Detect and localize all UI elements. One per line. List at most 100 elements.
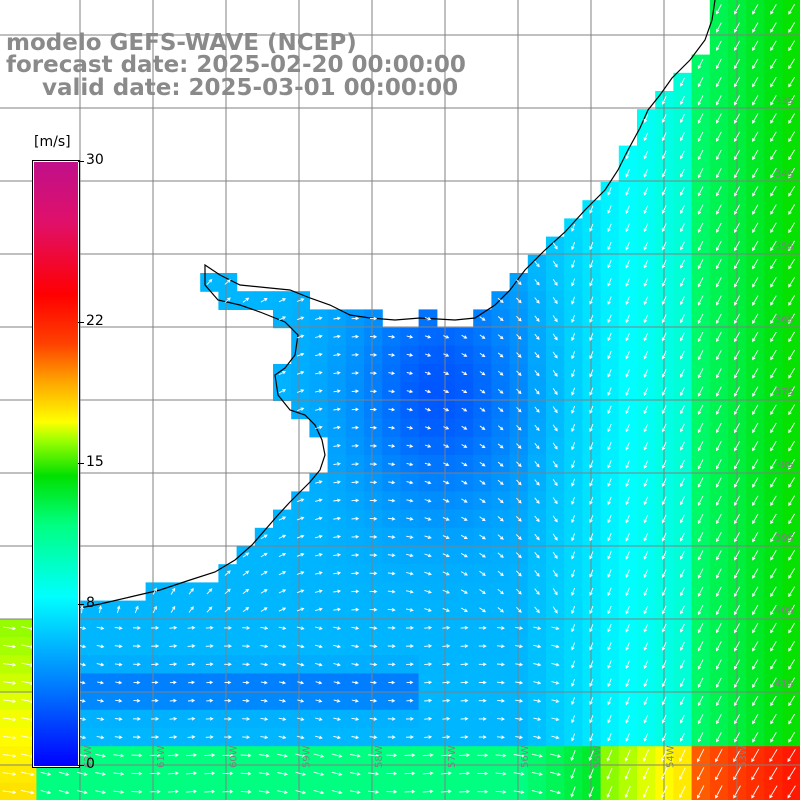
wind-arrow	[495, 753, 507, 758]
wind-arrow	[787, 749, 796, 763]
wind-arrow	[660, 749, 668, 762]
wind-arrow	[315, 516, 323, 521]
wind-arrow	[351, 462, 360, 466]
wind-arrow	[424, 462, 432, 467]
wind-arrow	[679, 441, 685, 451]
wind-arrow	[58, 771, 70, 776]
wind-arrow	[552, 406, 558, 414]
wind-arrow	[589, 514, 594, 524]
wind-arrow	[752, 568, 759, 579]
wind-arrow	[625, 296, 630, 305]
wind-arrow	[515, 515, 522, 522]
wind-arrow	[770, 586, 777, 597]
wind-arrow	[497, 334, 504, 340]
wind-arrow	[424, 571, 432, 576]
wind-arrow	[589, 278, 594, 287]
wind-arrow	[752, 513, 759, 525]
wind-arrow	[661, 132, 667, 142]
longitude-label: 61W	[156, 745, 167, 768]
wind-arrow	[770, 95, 777, 106]
wind-arrow	[697, 568, 704, 579]
wind-arrow	[479, 534, 486, 540]
wind-arrow	[697, 186, 704, 197]
wind-arrow	[715, 113, 722, 124]
wind-arrow	[534, 388, 540, 395]
wind-arrow	[242, 662, 251, 667]
wind-arrow	[625, 168, 630, 178]
wind-arrow	[187, 662, 196, 667]
wind-arrow	[224, 662, 232, 667]
wind-arrow	[643, 532, 649, 542]
wind-arrow	[406, 407, 414, 412]
wind-arrow	[424, 716, 433, 721]
latitude-label: 40S	[775, 606, 794, 617]
wind-arrow	[752, 732, 759, 743]
wind-arrow	[369, 698, 378, 703]
wind-arrow	[443, 462, 450, 466]
wind-arrow	[387, 535, 396, 539]
wind-arrow	[134, 605, 139, 614]
wind-arrow	[387, 644, 396, 648]
wind-arrow	[788, 604, 795, 616]
wind-arrow	[424, 316, 432, 321]
wind-arrow	[770, 149, 777, 161]
wind-arrow	[552, 260, 558, 268]
wind-arrow	[607, 241, 612, 251]
wind-arrow	[715, 477, 722, 488]
longitude-label: 57W	[447, 745, 458, 768]
wind-arrow	[752, 368, 759, 379]
wind-arrow	[151, 735, 160, 739]
wind-arrow	[752, 440, 759, 452]
wind-arrow	[443, 426, 450, 430]
wind-arrow	[643, 296, 649, 305]
wind-arrow	[515, 699, 524, 703]
wind-arrow	[315, 662, 323, 667]
wind-arrow	[697, 368, 704, 379]
wind-arrow	[552, 569, 558, 578]
wind-arrow	[406, 571, 414, 576]
wind-arrow	[349, 753, 361, 758]
wind-arrow	[297, 680, 305, 685]
wind-arrow	[116, 605, 121, 614]
wind-arrow	[788, 95, 795, 106]
wind-arrow	[752, 76, 759, 88]
wind-arrow	[788, 204, 795, 215]
wind-arrow	[40, 771, 52, 776]
wind-arrow	[552, 588, 558, 596]
wind-arrow	[406, 498, 414, 503]
wind-arrow	[296, 371, 305, 375]
wind-arrow	[788, 349, 795, 361]
wind-arrow	[533, 644, 542, 649]
wind-arrow	[752, 204, 759, 215]
wind-arrow	[131, 771, 143, 776]
wind-arrow	[552, 533, 558, 541]
wind-arrow	[625, 405, 630, 415]
wind-arrow	[333, 717, 342, 721]
wind-arrow	[570, 768, 576, 780]
wind-arrow	[571, 478, 576, 487]
wind-arrow	[186, 753, 198, 757]
wind-arrow	[643, 460, 649, 469]
wind-arrow	[752, 386, 759, 397]
wind-arrow	[679, 187, 685, 196]
wind-arrow	[534, 352, 540, 359]
wind-arrow	[643, 405, 649, 415]
wind-arrow	[424, 371, 432, 375]
wind-arrow	[424, 480, 432, 485]
wind-arrow	[333, 699, 341, 703]
wind-arrow	[715, 695, 722, 707]
wind-arrow	[751, 785, 760, 799]
wind-arrow	[697, 313, 704, 324]
latitude-label: 38S	[775, 460, 794, 471]
wind-arrow	[295, 790, 306, 795]
wind-arrow	[571, 424, 576, 433]
wind-arrow	[478, 662, 487, 667]
wind-arrow	[770, 422, 777, 434]
wind-arrow	[551, 681, 560, 685]
wind-arrow	[459, 771, 471, 776]
wind-arrow	[314, 534, 323, 539]
wind-arrow	[440, 789, 452, 794]
wind-arrow	[516, 388, 522, 395]
wind-arrow	[497, 316, 504, 322]
wind-arrow	[679, 767, 686, 781]
